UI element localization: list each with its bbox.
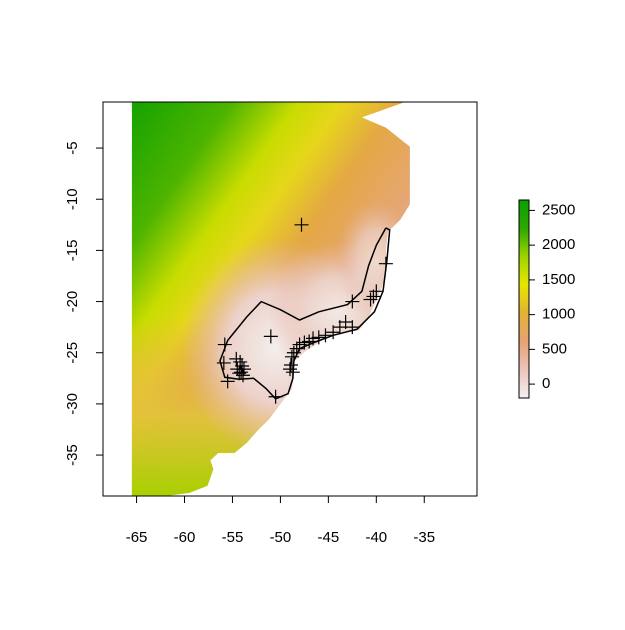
legend-tick-label: 0 (542, 375, 550, 392)
legend-tick-label: 500 (542, 340, 567, 357)
x-tick-label: -40 (365, 529, 387, 546)
legend-colorbar (519, 200, 529, 398)
color-legend: 0 500 1000 1500 2000 2500 (519, 200, 575, 398)
x-tick-label: -45 (318, 529, 340, 546)
y-tick-label: -10 (64, 188, 81, 210)
y-tick-label: -20 (64, 291, 81, 313)
legend-tick-label: 1500 (542, 271, 575, 288)
y-tick-label: -25 (64, 342, 81, 364)
y-tick-label: -15 (64, 240, 81, 262)
raster-hotspot-north (336, 201, 416, 321)
y-tick-label: -35 (64, 444, 81, 466)
x-tick-label: -60 (174, 529, 196, 546)
legend-tick-label: 2000 (542, 236, 575, 253)
x-tick-label: -35 (413, 529, 435, 546)
x-tick-label: -65 (126, 529, 148, 546)
y-axis: -5 -10 -15 -20 -25 -30 -35 (64, 141, 103, 466)
y-tick-label: -30 (64, 393, 81, 415)
x-tick-label: -55 (222, 529, 244, 546)
x-tick-label: -50 (270, 529, 292, 546)
y-tick-label: -5 (64, 141, 81, 154)
legend-tick-label: 2500 (542, 201, 575, 218)
x-axis: -65 -60 -55 -50 -45 -40 -35 (126, 496, 435, 546)
legend-tick-label: 1000 (542, 306, 575, 323)
